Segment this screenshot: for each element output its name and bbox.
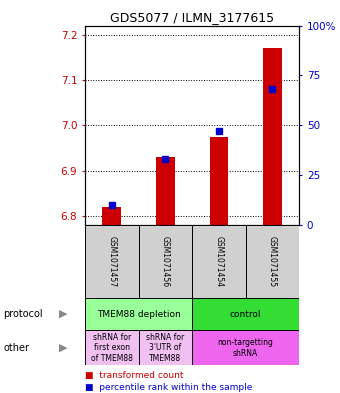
Bar <box>263 48 282 225</box>
Bar <box>192 330 299 365</box>
Bar <box>139 225 192 298</box>
Bar <box>85 298 192 330</box>
Text: other: other <box>3 343 29 353</box>
Text: non-targetting
shRNA: non-targetting shRNA <box>218 338 274 358</box>
Bar <box>85 330 139 365</box>
Bar <box>192 225 245 298</box>
Text: GSM1071457: GSM1071457 <box>107 236 116 287</box>
Bar <box>209 137 228 225</box>
Text: GSM1071456: GSM1071456 <box>161 236 170 287</box>
Text: protocol: protocol <box>3 309 43 319</box>
Text: control: control <box>230 310 261 318</box>
Bar <box>245 225 299 298</box>
Text: GSM1071454: GSM1071454 <box>215 236 223 287</box>
Title: GDS5077 / ILMN_3177615: GDS5077 / ILMN_3177615 <box>110 11 274 24</box>
Text: TMEM88 depletion: TMEM88 depletion <box>97 310 181 318</box>
Text: ▶: ▶ <box>58 343 67 353</box>
Text: shRNA for
3'UTR of
TMEM88: shRNA for 3'UTR of TMEM88 <box>146 333 184 363</box>
Bar <box>156 157 175 225</box>
Text: ■  transformed count: ■ transformed count <box>85 371 184 380</box>
Bar <box>85 225 139 298</box>
Text: ▶: ▶ <box>58 309 67 319</box>
Text: ■  percentile rank within the sample: ■ percentile rank within the sample <box>85 383 252 392</box>
Text: GSM1071455: GSM1071455 <box>268 236 277 287</box>
Bar <box>139 330 192 365</box>
Bar <box>192 298 299 330</box>
Bar <box>102 207 121 225</box>
Text: shRNA for
first exon
of TMEM88: shRNA for first exon of TMEM88 <box>91 333 133 363</box>
